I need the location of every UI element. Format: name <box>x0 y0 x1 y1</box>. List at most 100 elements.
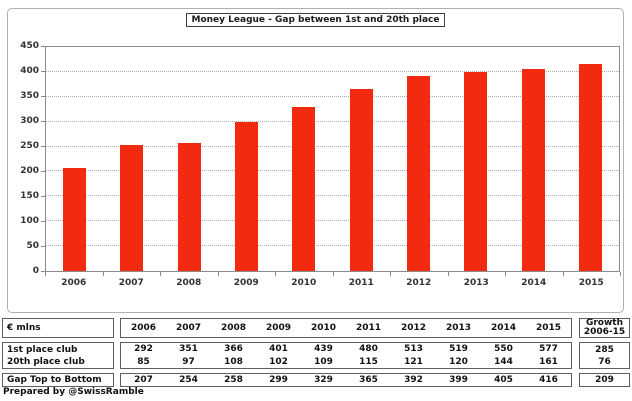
x-category-label: 2007 <box>118 278 144 288</box>
x-tick-mark <box>217 272 219 276</box>
y-tick-mark <box>41 271 45 272</box>
table-cell: 102 <box>269 356 288 367</box>
year-header: 2010 <box>310 323 337 333</box>
year-header: 2013 <box>445 323 472 333</box>
table-cell: 550 <box>494 344 513 355</box>
x-category-label: 2010 <box>291 278 317 288</box>
year-header: 2011 <box>355 323 382 333</box>
chart-title-text: Money League - Gap between 1st and 20th … <box>191 15 440 25</box>
y-tick-label: 200 <box>20 166 39 176</box>
table-cell: 416 <box>539 375 558 385</box>
table-cell: 329 <box>314 375 333 385</box>
gridline <box>46 145 619 147</box>
x-category-label: 2015 <box>578 278 604 288</box>
year-header-box: 2006 2007 2008 2009 2010 2011 2012 2013 2014 2015 <box>120 318 572 338</box>
plot-area <box>45 46 620 272</box>
y-tick-mark <box>41 71 45 72</box>
table-cell: 115 <box>359 356 378 367</box>
row-label: 1st place club <box>7 344 78 355</box>
y-axis-labels: 0 50 100 150 200 250 300 350 400 450 <box>8 41 41 276</box>
table-cell: 577 <box>539 344 558 355</box>
table-cell: 405 <box>494 375 513 385</box>
unit-label: € mlns <box>7 323 41 333</box>
year-header: 2008 <box>220 323 247 333</box>
table-cell: 392 <box>404 375 423 385</box>
bar-2014 <box>521 69 545 271</box>
x-category-label: 2008 <box>176 278 202 288</box>
table-summary-row: Gap Top to Bottom 207 254 258 299 329 365 392 39… <box>2 373 630 387</box>
summary-label: Gap Top to Bottom <box>7 375 102 385</box>
x-category-label: 2011 <box>348 278 374 288</box>
table-header-row: € mlns 2006 2007 2008 2009 2010 2011 2012 2013 20… <box>2 318 630 338</box>
x-category-label: 2006 <box>61 278 87 288</box>
x-category-label: 2014 <box>521 278 547 288</box>
x-category-label: 2009 <box>233 278 259 288</box>
x-tick-mark <box>562 272 564 276</box>
y-tick-label: 150 <box>20 191 39 201</box>
x-tick-mark <box>160 272 161 276</box>
table-data-rows: 1st place club 20th place club 292 351 366 40… <box>2 342 630 369</box>
y-tick-mark <box>41 121 45 122</box>
x-tick-mark <box>505 272 506 276</box>
y-tick-label: 250 <box>20 141 39 151</box>
data-table: € mlns 2006 2007 2008 2009 2010 2011 2012 2013 20… <box>2 318 630 391</box>
bar-2013 <box>464 72 488 271</box>
gridline <box>46 245 619 247</box>
row-growth-box: 285 76 <box>579 342 630 369</box>
bar-2012 <box>406 75 430 271</box>
growth-header-line1: Growth <box>585 317 624 328</box>
gridline <box>46 170 619 172</box>
x-tick-mark <box>620 272 621 276</box>
y-tick-mark <box>41 146 45 147</box>
y-tick-mark <box>41 221 45 222</box>
x-category-label: 2013 <box>463 278 489 288</box>
table-cell: 85 <box>137 356 150 367</box>
summary-label-box: Gap Top to Bottom <box>2 373 114 387</box>
row-values-box: 292 351 366 401 439 480 513 519 550 577 85 97 108 102… <box>120 342 572 369</box>
x-tick-mark <box>332 272 334 276</box>
year-header: 2015 <box>535 323 562 333</box>
unit-label-box: € mlns <box>2 318 114 338</box>
table-cell: 366 <box>224 344 243 355</box>
y-tick-label: 300 <box>20 116 39 126</box>
y-tick-label: 100 <box>20 216 39 226</box>
bar-2009 <box>235 122 259 271</box>
y-tick-mark <box>41 196 45 197</box>
year-header: 2014 <box>490 323 517 333</box>
table-cell: 254 <box>179 375 198 385</box>
table-cell: 513 <box>404 344 423 355</box>
year-header: 2012 <box>400 323 427 333</box>
summary-growth-box: 209 <box>579 373 630 387</box>
table-cell: 121 <box>404 356 423 367</box>
table-cell: 351 <box>179 344 198 355</box>
x-tick-mark <box>275 272 276 276</box>
table-cell: 292 <box>134 344 153 355</box>
table-cell: 365 <box>359 375 378 385</box>
table-cell: 399 <box>449 375 468 385</box>
growth-header-box: Growth 2006-15 <box>579 318 630 338</box>
gridline <box>46 95 619 97</box>
x-axis-labels: 2006 2007 2008 2009 2010 2011 2012 2013 2014 2015 <box>45 278 620 288</box>
growth-header-line2: 2006-15 <box>583 327 626 337</box>
table-cell: 439 <box>314 344 333 355</box>
year-header: 2009 <box>265 323 292 333</box>
chart-frame: Money League - Gap between 1st and 20th … <box>7 8 624 313</box>
year-header: 2006 <box>130 323 157 333</box>
bar-2015 <box>578 63 602 271</box>
bar-2006 <box>63 167 87 271</box>
table-cell: 258 <box>224 375 243 385</box>
year-header: 2007 <box>175 323 202 333</box>
bar-2008 <box>177 142 201 271</box>
table-cell: 120 <box>449 356 468 367</box>
table-cell: 109 <box>314 356 333 367</box>
gridline <box>46 220 619 222</box>
bar-2007 <box>120 144 144 271</box>
table-cell: 144 <box>494 356 513 367</box>
table-cell: 519 <box>449 344 468 355</box>
y-tick-label: 400 <box>20 66 39 76</box>
table-cell: 97 <box>182 356 195 367</box>
gridline <box>46 195 619 197</box>
summary-values-box: 207 254 258 299 329 365 392 399 405 416 <box>120 373 572 387</box>
y-tick-mark <box>41 246 45 247</box>
bar-2011 <box>349 89 373 271</box>
